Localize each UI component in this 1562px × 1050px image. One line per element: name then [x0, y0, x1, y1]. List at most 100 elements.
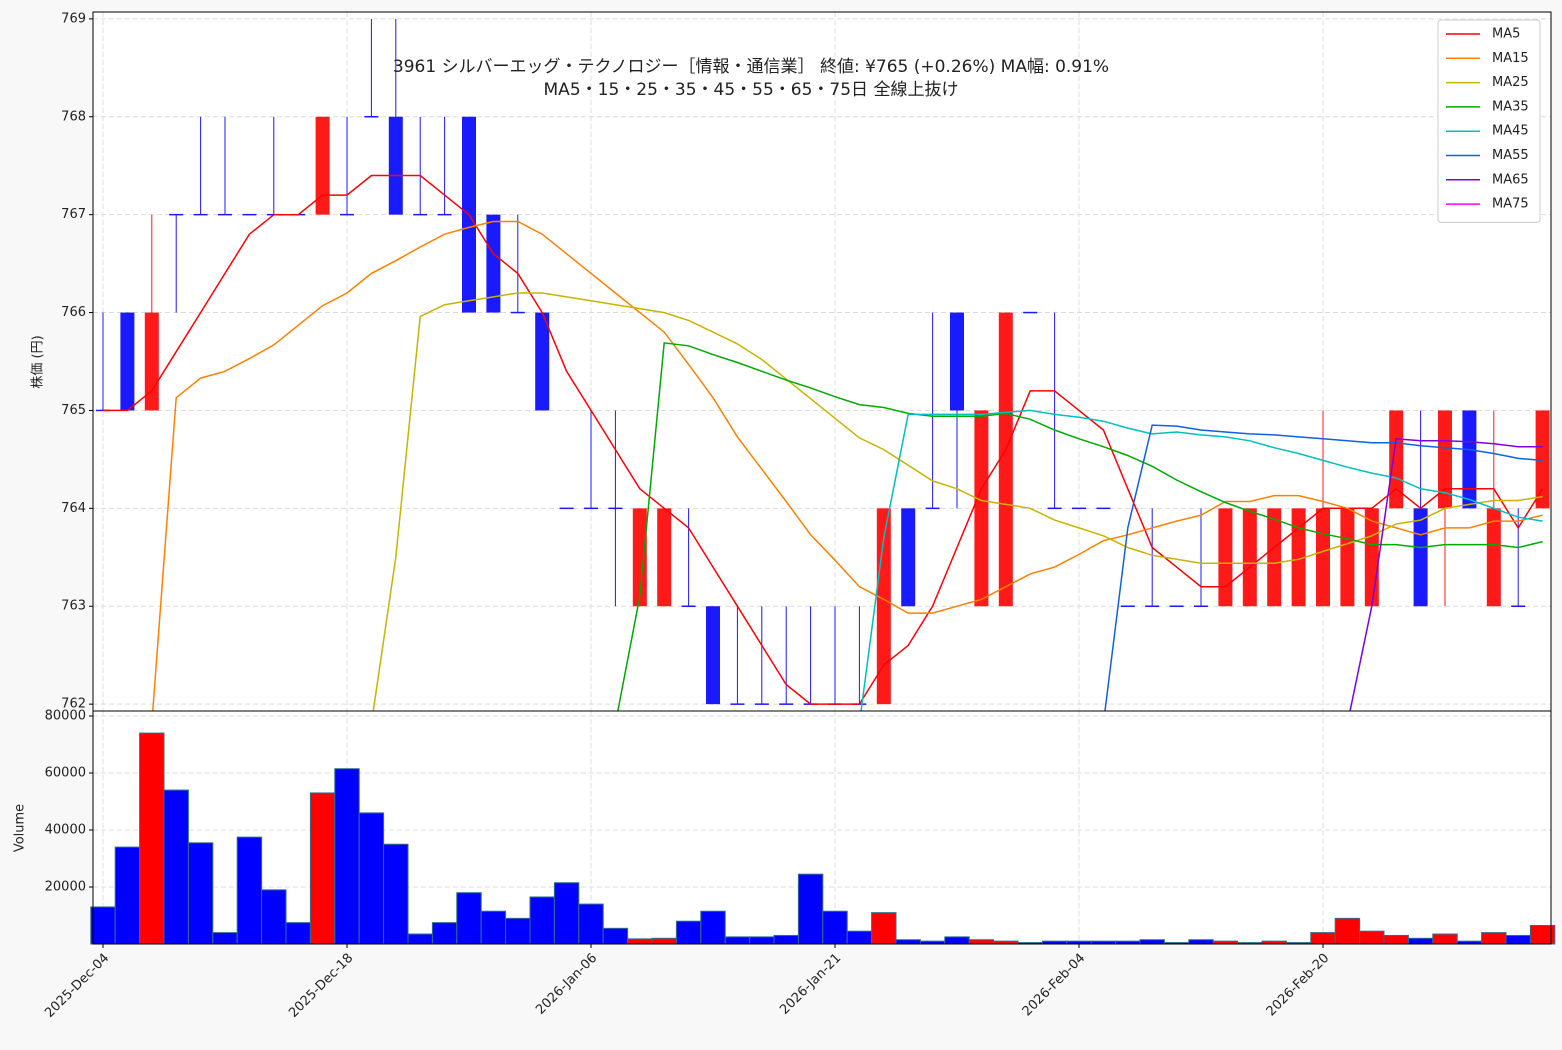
volume-frame: [92, 710, 1552, 945]
ma-line: [617, 342, 1543, 711]
legend: MA5 MA15 MA25 MA35 MA45 MA55 MA65 MA75: [1437, 19, 1541, 223]
candle-body: [315, 116, 330, 215]
y-tick-label: 767: [61, 207, 86, 222]
volume-bar: [1505, 934, 1531, 945]
volume-bar: [627, 938, 653, 945]
candle-body: [535, 312, 550, 411]
legend-label: MA35: [1492, 99, 1529, 114]
y-tick-label: 20000: [45, 879, 86, 894]
candle-body: [681, 605, 696, 607]
candle-body: [1242, 508, 1257, 607]
candle-body: [1486, 508, 1501, 607]
candle-body: [486, 214, 501, 313]
volume-bar: [749, 936, 775, 945]
candle-body: [437, 213, 452, 216]
volume-bar: [407, 933, 433, 945]
volume-bar: [505, 917, 531, 945]
candle-body: [1047, 507, 1062, 510]
volume-bar: [309, 792, 336, 945]
volume-bar: [797, 873, 824, 945]
candle-body: [1267, 508, 1282, 607]
candle-body: [1194, 605, 1208, 607]
candle-body: [1218, 508, 1233, 607]
volume-bar: [1383, 934, 1409, 945]
legend-label: MA15: [1492, 51, 1529, 66]
candle-body: [901, 508, 916, 607]
volume-bar: [1432, 933, 1458, 945]
volume-bar: [822, 910, 848, 945]
volume-bar: [90, 906, 116, 945]
legend-label: MA75: [1492, 197, 1529, 212]
volume-bar: [163, 789, 189, 945]
candle-body: [1511, 605, 1526, 607]
volume-bar: [578, 903, 604, 945]
volume-bar: [895, 939, 921, 945]
volume-axis-label: Volume: [13, 804, 28, 852]
volume-bar: [553, 882, 580, 945]
volume-bar: [114, 846, 141, 945]
candle-body: [950, 312, 964, 411]
candle-body: [657, 508, 672, 607]
volume-bar: [944, 936, 970, 945]
ma-line: [151, 220, 1543, 711]
ma-line: [1349, 437, 1543, 711]
candle-body: [1340, 508, 1355, 607]
x-tick-label: 2025-Dec-04: [42, 951, 112, 1021]
candle-body: [998, 312, 1013, 607]
legend-label: MA65: [1492, 172, 1529, 187]
candle-body: [364, 116, 379, 118]
y-tick-label: 769: [61, 11, 86, 26]
candle-body: [193, 213, 208, 216]
candle-body: [218, 213, 232, 216]
candle-body: [413, 213, 428, 216]
y-tick-label: 763: [61, 599, 86, 614]
volume-bar: [480, 910, 507, 945]
candle-body: [1413, 508, 1428, 607]
y-tick-label: 766: [61, 305, 86, 320]
volume-bar: [1359, 930, 1385, 945]
candle-body: [974, 410, 989, 607]
y-tick-label: 40000: [45, 822, 86, 837]
candle-body: [1438, 410, 1452, 509]
volume-bar: [1334, 917, 1361, 945]
candle-body: [584, 507, 598, 510]
x-tick-label: 2025-Dec-18: [286, 951, 356, 1021]
ma-line: [372, 292, 1543, 711]
candle-body: [242, 213, 257, 216]
candle-body: [1072, 507, 1086, 510]
candle-body: [388, 116, 403, 215]
volume-bar: [456, 892, 482, 945]
volume-bar: [139, 732, 165, 945]
volume-bar: [700, 910, 726, 945]
x-tick-label: 2026-Jan-21: [777, 951, 844, 1018]
candle-body: [1462, 410, 1477, 509]
volume-bar: [773, 934, 799, 945]
y-tick-label: 768: [61, 109, 86, 124]
y-tick-label: 60000: [45, 765, 86, 780]
volume-bar: [675, 920, 702, 945]
candle-body: [1023, 311, 1038, 314]
volume-bar: [1139, 939, 1165, 945]
candle-body: [120, 312, 135, 411]
candle-body: [632, 508, 647, 607]
volume-bar: [1481, 932, 1507, 945]
candle-body: [1389, 410, 1404, 509]
volume-bar: [724, 936, 751, 945]
price-panel: [93, 12, 1551, 711]
chart-title: 3961 シルバーエッグ・テクノロジー［情報・通信業］ 終値: ¥765 (+0…: [393, 57, 1109, 77]
ma-line: [1104, 424, 1543, 711]
candle-body: [706, 606, 720, 705]
volume-bar: [431, 922, 458, 945]
volume-bar: [236, 836, 263, 945]
candle-body: [754, 703, 769, 705]
volume-bar: [602, 927, 629, 945]
legend-label: MA5: [1492, 27, 1520, 42]
candle-body: [1096, 507, 1111, 510]
volume-bar: [261, 889, 287, 945]
candle-body: [925, 507, 940, 510]
x-tick-label: 2026-Feb-20: [1264, 951, 1333, 1020]
y-tick-label: 762: [61, 697, 86, 712]
candle-body: [340, 213, 354, 216]
